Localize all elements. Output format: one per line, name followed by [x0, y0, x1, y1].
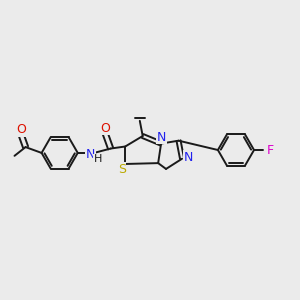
Text: F: F [266, 143, 274, 157]
Text: H: H [94, 154, 102, 164]
Text: O: O [100, 122, 110, 135]
Text: N: N [157, 131, 166, 144]
Text: N: N [184, 151, 193, 164]
Text: O: O [16, 123, 26, 136]
Text: N: N [86, 148, 95, 160]
Text: S: S [118, 163, 126, 176]
